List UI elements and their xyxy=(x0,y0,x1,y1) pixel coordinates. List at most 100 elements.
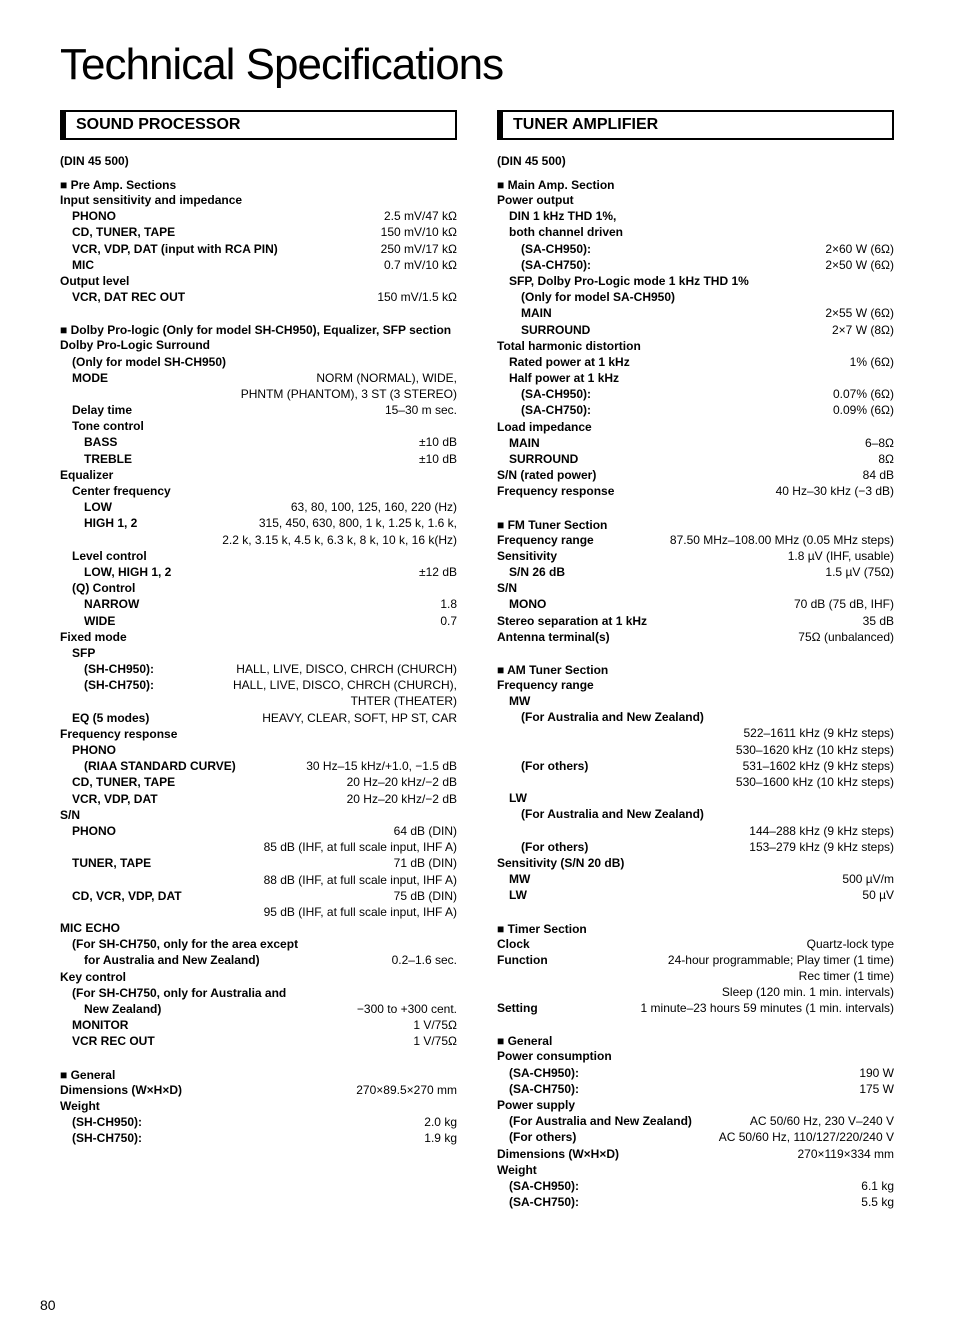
section-sound-processor: SOUND PROCESSOR xyxy=(60,110,457,140)
set-v: 1 minute–23 hours 59 minutes (1 min. int… xyxy=(641,1000,894,1016)
delay-l: Delay time xyxy=(60,402,132,418)
snc-l: CD, VCR, VDP, DAT xyxy=(60,888,182,904)
cdt-v: 150 mV/10 kΩ xyxy=(381,224,457,240)
slw-l: LW xyxy=(497,887,527,903)
mic2-l: for Australia and New Zealand) xyxy=(60,952,260,968)
sfp: SFP xyxy=(72,645,95,661)
fr-phono: PHONO xyxy=(72,742,116,758)
at-v: 75Ω (unbalanced) xyxy=(798,629,894,645)
high-v2: 2.2 k, 3.15 k, 4.5 k, 6.3 k, 8 k, 10 k, … xyxy=(60,532,457,548)
rdim-l: Dimensions (W×H×D) xyxy=(497,1146,619,1162)
am-anz: (For Australia and New Zealand) xyxy=(521,709,704,725)
fn-v: 24-hour programmable; Play timer (1 time… xyxy=(668,952,894,968)
sfp950-v: HALL, LIVE, DISCO, CHRCH (CHURCH) xyxy=(236,661,457,677)
am-loth-l: (For others) xyxy=(497,839,588,855)
lw950-v: 2.0 kg xyxy=(424,1114,457,1130)
lh-v: ±12 dB xyxy=(419,564,457,580)
rp-l: Rated power at 1 kHz xyxy=(497,354,630,370)
sfp750-v: HALL, LIVE, DISCO, CHRCH (CHURCH), xyxy=(233,677,457,693)
sn26-l: S/N 26 dB xyxy=(497,564,565,580)
hp: Half power at 1 kHz xyxy=(509,370,619,386)
kc1: (For SH-CH750, only for Australia and xyxy=(72,985,286,1001)
am-oth-l: (For others) xyxy=(497,758,588,774)
slw-v: 50 µV xyxy=(862,887,894,903)
lc: Level control xyxy=(72,548,147,564)
sfp750-l: (SH-CH750): xyxy=(60,677,154,693)
vcr2-l: VCR, VDP, DAT xyxy=(60,791,158,807)
snt-v: 71 dB (DIN) xyxy=(394,855,457,871)
fmfr-l: Frequency range xyxy=(497,532,594,548)
vro-v: 1 V/75Ω xyxy=(413,1033,457,1049)
am-lanz: (For Australia and New Zealand) xyxy=(521,806,704,822)
pc750-v: 175 W xyxy=(859,1081,894,1097)
pc: Power consumption xyxy=(497,1048,612,1064)
lw750-l: (SH-CH750): xyxy=(60,1130,142,1146)
am-oth2: 530–1600 kHz (10 kHz steps) xyxy=(497,774,894,790)
nar-v: 1.8 xyxy=(440,596,457,612)
treb-l: TREBLE xyxy=(60,451,132,467)
riaa-v: 30 Hz–15 kHz/+1.0, −1.5 dB xyxy=(306,758,457,774)
mono-v: 70 dB (75 dB, IHF) xyxy=(794,596,894,612)
snt-v2: 88 dB (IHF, at full scale input, IHF A) xyxy=(60,872,457,888)
am-lanz1: 144–288 kHz (9 kHz steps) xyxy=(497,823,894,839)
vcr-l: VCR, VDP, DAT (input with RCA PIN) xyxy=(60,241,278,257)
psanz-l: (For Australia and New Zealand) xyxy=(497,1113,692,1129)
frr-v: 40 Hz–30 kHz (−3 dB) xyxy=(776,483,894,499)
eq5-l: EQ (5 modes) xyxy=(60,710,149,726)
tone: Tone control xyxy=(72,418,144,434)
amfr: Frequency range xyxy=(497,677,594,693)
rw: Weight xyxy=(497,1162,537,1178)
eq5-v: HEAVY, CLEAR, SOFT, HP ST, CAR xyxy=(262,710,457,726)
clk-v: Quartz-lock type xyxy=(807,936,894,952)
low-v: 63, 80, 100, 125, 160, 220 (Hz) xyxy=(291,499,457,515)
page-number: 80 xyxy=(40,1297,56,1313)
sur-v: 2×7 W (8Ω) xyxy=(832,322,894,338)
vro-l: VCR REC OUT xyxy=(60,1033,155,1049)
vcr-v: 250 mV/17 kΩ xyxy=(381,241,457,257)
sa750-v: 2×50 W (6Ω) xyxy=(825,257,894,273)
fr: Frequency response xyxy=(60,726,177,742)
sfp750-v2: THTER (THEATER) xyxy=(60,693,457,709)
pc750-l: (SA-CH750): xyxy=(497,1081,579,1097)
sa950-v: 2×60 W (6Ω) xyxy=(825,241,894,257)
main-amp-title: Main Amp. Section xyxy=(497,178,894,192)
kc: Key control xyxy=(60,969,126,985)
dpl-title: Dolby Pro-logic (Only for model SH-CH950… xyxy=(60,323,457,337)
din: DIN 1 kHz THD 1%, xyxy=(509,208,616,224)
lis-l: SURROUND xyxy=(497,451,578,467)
cdt2-l: CD, TUNER, TAPE xyxy=(60,774,175,790)
hp750-v: 0.09% (6Ω) xyxy=(833,402,894,418)
treb-v: ±10 dB xyxy=(419,451,457,467)
columns: SOUND PROCESSOR (DIN 45 500) Pre Amp. Se… xyxy=(60,110,894,1210)
rgen-title: General xyxy=(497,1034,894,1048)
sn: S/N xyxy=(60,807,80,823)
sfp950-l: (SH-CH950): xyxy=(60,661,154,677)
cdt2-v: 20 Hz–20 kHz/−2 dB xyxy=(347,774,457,790)
lw950-l: (SH-CH950): xyxy=(60,1114,142,1130)
snr-v: 84 dB xyxy=(863,467,894,483)
hp750-l: (SA-CH750): xyxy=(497,402,591,418)
pc950-v: 190 W xyxy=(859,1065,894,1081)
phono-v: 2.5 mV/47 kΩ xyxy=(384,208,457,224)
mn-l: MAIN xyxy=(497,305,552,321)
din-standard: (DIN 45 500) xyxy=(60,154,457,168)
am-lw: LW xyxy=(509,790,527,806)
left-gen-title: General xyxy=(60,1068,457,1082)
clk-l: Clock xyxy=(497,936,530,952)
am-anz1: 522–1611 kHz (9 kHz steps) xyxy=(497,725,894,741)
ss-l: Stereo separation at 1 kHz xyxy=(497,613,647,629)
fn-v2: Rec timer (1 time) xyxy=(497,968,894,984)
both: both channel driven xyxy=(509,224,623,240)
ldim-v: 270×89.5×270 mm xyxy=(356,1082,457,1098)
rp-v: 1% (6Ω) xyxy=(850,354,894,370)
snt-l: TUNER, TAPE xyxy=(60,855,151,871)
pre-sens: Input sensitivity and impedance xyxy=(60,192,242,208)
timer-title: Timer Section xyxy=(497,922,894,936)
pre-amp-title: Pre Amp. Sections xyxy=(60,178,457,192)
lim-l: MAIN xyxy=(497,435,540,451)
bass-l: BASS xyxy=(60,434,117,450)
mode-v: NORM (NORMAL), WIDE, xyxy=(316,370,457,386)
dpl-only: (Only for model SH-CH950) xyxy=(72,354,226,370)
rec-v: 150 mV/1.5 kΩ xyxy=(377,289,457,305)
bass-v: ±10 dB xyxy=(419,434,457,450)
